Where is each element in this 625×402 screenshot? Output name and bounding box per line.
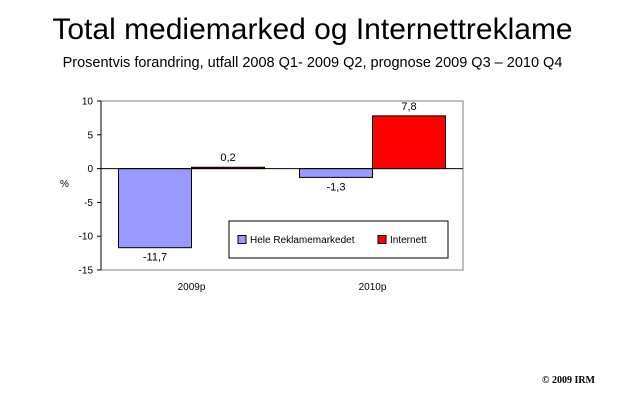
data-label: 7,8 — [401, 101, 416, 113]
chart-title: Total mediemarked og Internettreklame — [52, 13, 573, 46]
legend-label: Internett — [390, 235, 427, 246]
legend-swatch — [377, 235, 387, 244]
copyright-notice: © 2009 IRM — [541, 375, 595, 386]
y-tick-label: 10 — [82, 97, 94, 108]
bar — [299, 168, 373, 178]
y-tick-label: -10 — [79, 232, 94, 243]
legend-swatch — [237, 235, 247, 244]
legend-label: Hele Reklamemarkedet — [250, 235, 355, 246]
y-tick-label: -15 — [79, 266, 94, 277]
y-axis-label: % — [60, 179, 69, 190]
data-label: -1,3 — [327, 181, 346, 193]
y-tick-label: -5 — [84, 198, 93, 209]
bar — [372, 115, 446, 170]
y-tick-label: 0 — [87, 164, 93, 175]
chart-subtitle: Prosentvis forandring, utfall 2008 Q1- 2… — [62, 55, 563, 71]
bar — [118, 168, 192, 249]
data-label: -11,7 — [143, 252, 167, 264]
x-tick-label: 2009p — [178, 282, 206, 293]
legend — [228, 220, 449, 259]
data-label: 0,2 — [220, 152, 235, 164]
y-tick-label: 5 — [87, 130, 93, 141]
x-tick-label: 2010p — [359, 282, 387, 293]
